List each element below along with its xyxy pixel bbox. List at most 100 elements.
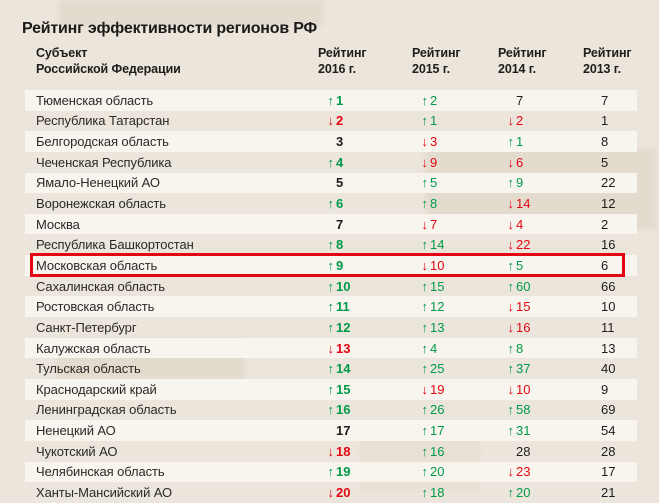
trend-up-icon: ↑: [421, 464, 429, 480]
rating-number: 14: [430, 237, 445, 253]
rating-value-2015: ↑ 12: [412, 299, 498, 314]
table-row: Челябинская область ↑ 19 ↑ 20 ↓ 23 17: [25, 461, 637, 483]
rating-number: 7: [430, 216, 438, 232]
rating-number: 28: [516, 443, 531, 459]
rating-value-2015: ↓ 19: [412, 382, 498, 397]
rating-number: 10: [336, 278, 351, 294]
region-name: Ленинградская область: [36, 402, 177, 418]
rating-value-2013: 6: [583, 258, 637, 273]
rating-number: 3: [430, 134, 438, 150]
trend-up-icon: ↑: [421, 92, 429, 108]
rating-value-2015: ↑ 1: [412, 113, 498, 128]
rating-value-2015: ↑ 20: [412, 464, 498, 479]
rating-number: 9: [336, 257, 344, 273]
background-watermark: [58, 0, 323, 26]
rating-number: 4: [430, 340, 438, 356]
rating-number: 7: [336, 216, 344, 232]
rating-value-2015: ↑ 26: [412, 402, 498, 417]
rating-value-2014: ↑ 20: [498, 485, 583, 500]
rating-number: 11: [601, 319, 615, 335]
rating-number: 8: [336, 237, 344, 253]
rating-value-2016: ↑ 12: [318, 320, 412, 335]
rating-number: 19: [430, 381, 445, 397]
rating-number: 9: [516, 175, 524, 191]
rating-value-2014: ↓ 15: [498, 299, 583, 314]
table-row: Краснодарский край ↑ 15 ↓ 19 ↓ 10 9: [25, 378, 637, 400]
table-row: Республика Башкортостан ↑ 8 ↑ 14 ↓ 22 16: [25, 234, 637, 255]
rating-number: 54: [601, 423, 616, 439]
rating-number: 1: [336, 92, 344, 108]
rating-value-2013: 21: [583, 485, 637, 500]
rating-number: 10: [430, 257, 445, 273]
rating-value-2015: ↑ 8: [412, 196, 498, 211]
trend-up-icon: ↑: [421, 484, 429, 500]
rating-number: 17: [430, 423, 445, 439]
table-header: Субъект Российской Федерации Рейтинг 201…: [25, 45, 637, 77]
region-name: Ростовская область: [36, 299, 155, 315]
trend-down-icon: ↓: [507, 319, 515, 335]
rating-number: 6: [601, 257, 609, 273]
table-row: Сахалинская область ↑ 10 ↑ 15 ↑ 60 66: [25, 276, 637, 297]
rating-value-2015: ↑ 4: [412, 341, 498, 356]
rating-number: 3: [336, 134, 344, 150]
rating-number: 58: [516, 402, 531, 418]
trend-up-icon: ↑: [507, 484, 515, 500]
rating-number: 6: [336, 196, 344, 212]
column-header-region: Субъект Российской Федерации: [36, 46, 181, 76]
rating-value-2015: ↑ 18: [412, 485, 498, 500]
rating-number: 28: [601, 443, 616, 459]
region-name: Сахалинская область: [36, 278, 165, 294]
region-name: Москва: [36, 216, 80, 232]
rating-value-2013: 69: [583, 402, 637, 417]
trend-down-icon: ↓: [507, 237, 515, 253]
table-row: Ростовская область ↑ 11 ↑ 12 ↓ 15 10: [25, 296, 637, 318]
rating-number: 10: [516, 381, 531, 397]
rating-number: 13: [336, 340, 351, 356]
rating-value-2013: 8: [583, 134, 637, 149]
trend-down-icon: ↓: [327, 340, 335, 356]
rating-number: 1: [516, 134, 524, 150]
rating-number: 2: [601, 216, 609, 232]
rating-value-2016: ↑ 16: [318, 402, 412, 417]
rating-number: 8: [601, 134, 609, 150]
rating-number: 1: [430, 113, 438, 129]
rating-number: 8: [430, 196, 438, 212]
rating-number: 5: [336, 175, 344, 191]
rating-number: 9: [601, 381, 609, 397]
rating-value-2014: ↓ 23: [498, 464, 583, 479]
rating-number: 15: [336, 381, 351, 397]
rating-number: 15: [430, 278, 445, 294]
trend-down-icon: ↓: [421, 257, 429, 273]
rating-value-2016: ↑ 10: [318, 279, 412, 294]
rating-value-2014: ↓ 14: [498, 196, 583, 211]
rating-value-2016: 17: [318, 423, 412, 438]
column-header-2016: Рейтинг 2016 г.: [318, 46, 367, 76]
rating-number: 20: [430, 464, 445, 480]
rating-number: 17: [336, 423, 351, 439]
rating-value-2016: ↑ 9: [318, 258, 412, 273]
trend-down-icon: ↓: [327, 113, 335, 129]
rating-number: 22: [601, 175, 616, 191]
rating-number: 18: [430, 484, 445, 500]
rating-number: 13: [430, 319, 445, 335]
rating-value-2014: 7: [498, 93, 583, 108]
trend-down-icon: ↓: [507, 113, 515, 129]
rating-number: 5: [430, 175, 438, 191]
trend-up-icon: ↑: [421, 175, 429, 191]
rating-number: 2: [336, 113, 344, 129]
rating-value-2015: ↑ 15: [412, 279, 498, 294]
rating-value-2016: 3: [318, 134, 412, 149]
rating-number: 26: [430, 402, 445, 418]
trend-up-icon: ↑: [327, 361, 335, 377]
rating-value-2014: ↑ 31: [498, 423, 583, 438]
region-name: Московская область: [36, 257, 158, 273]
table-body: Тюменская область ↑ 1 ↑ 2 7 7 Республика Татарс…: [25, 90, 637, 503]
rating-number: 7: [601, 92, 609, 108]
trend-down-icon: ↓: [507, 381, 515, 397]
rating-value-2016: ↑ 6: [318, 196, 412, 211]
region-name: Ямало-Ненецкий АО: [36, 175, 160, 191]
rating-number: 1: [601, 113, 609, 129]
trend-up-icon: ↑: [327, 278, 335, 294]
column-header-2015: Рейтинг 2015 г.: [412, 46, 461, 76]
trend-up-icon: ↑: [421, 196, 429, 212]
